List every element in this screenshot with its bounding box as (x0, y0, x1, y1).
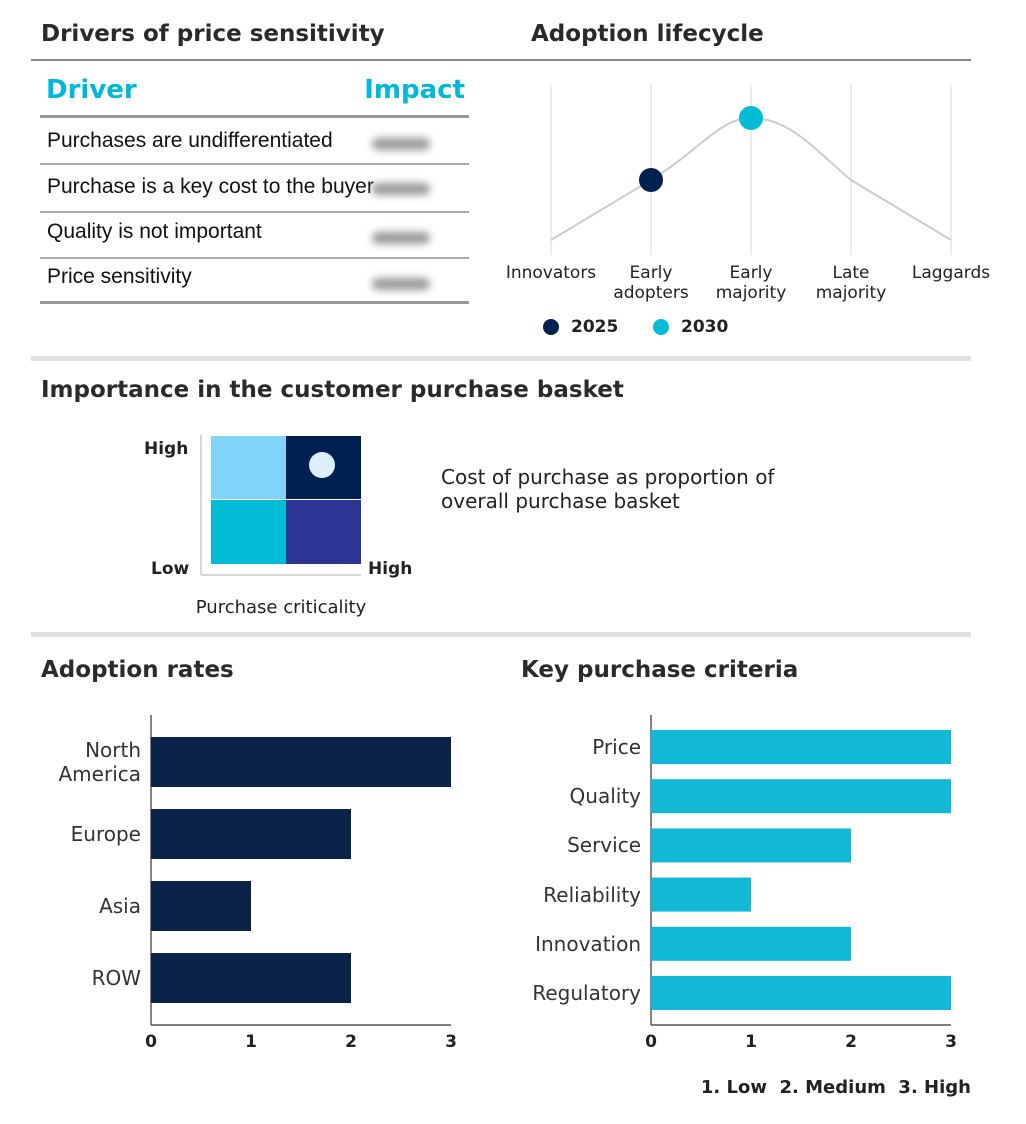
table-row: Purchases are undifferentiated (47, 129, 333, 152)
category-label: Reliability (441, 883, 641, 907)
stage-label: Early adopters (591, 263, 711, 303)
cell-high-low (286, 500, 361, 564)
category-label-line: Price (592, 735, 641, 759)
category-label-line: Regulatory (532, 981, 641, 1005)
category-label: Europe (0, 822, 141, 846)
stage-label: Innovators (491, 263, 611, 283)
category-label-line: Quality (569, 784, 641, 809)
y-high-label: High (144, 439, 189, 459)
bar-regulatory (651, 976, 951, 1010)
marker-2030 (739, 106, 763, 130)
stage-label-line: adopters (613, 283, 689, 303)
marker-2025 (639, 168, 663, 192)
header-divider (31, 59, 971, 61)
category-label-line: ROW (91, 966, 141, 990)
bar-row (151, 953, 351, 1003)
drivers-title: Drivers of price sensitivity (41, 21, 385, 47)
cell-low-low (211, 500, 286, 564)
description-line: Cost of purchase as proportion of (441, 465, 775, 489)
stage-label-line: majority (715, 283, 787, 303)
stage-label-line: Innovators (505, 263, 597, 283)
x-tick-label: 1 (245, 1032, 257, 1052)
category-label: Asia (0, 894, 141, 918)
bar-service (651, 828, 851, 863)
impact-value-blurred (372, 138, 430, 150)
stage-label-line: Late (832, 263, 870, 283)
legend-2025: 2025 (571, 317, 619, 337)
x-tick-label: 2 (845, 1032, 857, 1052)
category-label: ROW (0, 966, 141, 990)
bar-asia (151, 881, 251, 931)
category-label: Regulatory (441, 981, 641, 1005)
x-tick-label: 0 (645, 1032, 657, 1052)
table-row: Price sensitivity (47, 265, 192, 288)
bar-innovation (651, 926, 851, 961)
legend-2030: 2030 (681, 317, 729, 337)
section-divider (31, 632, 971, 637)
description-line: overall purchase basket (441, 489, 680, 513)
adoption-rates-title: Adoption rates (41, 657, 234, 683)
impact-header: Impact (364, 75, 465, 105)
bar-quality (651, 779, 951, 814)
table-row: Purchase is a key cost to the buyer (47, 175, 374, 198)
category-label: Innovation (441, 932, 641, 956)
lifecycle-title: Adoption lifecycle (531, 21, 764, 47)
impact-value-blurred (372, 278, 430, 290)
basket-title: Importance in the customer purchase bask… (41, 377, 624, 403)
kpc-title: Key purchase criteria (521, 657, 799, 683)
bar-europe (151, 809, 351, 859)
x-tick-label: 3 (445, 1032, 457, 1052)
bar-price (651, 730, 951, 764)
category-label: Price (441, 735, 641, 759)
category-label-line: America (58, 762, 142, 786)
x-tick-label: 3 (945, 1032, 957, 1052)
category-label: Service (441, 833, 641, 857)
stage-label-line: majority (815, 283, 887, 303)
stage-label-line: Laggards (911, 263, 991, 283)
y-low-label: Low (151, 559, 190, 579)
category-label-line: Service (567, 833, 641, 858)
category-label: Quality (441, 784, 641, 808)
x-tick-label: 2 (345, 1032, 357, 1052)
scale-legend: 1. Low 2. Medium 3. High (700, 1077, 971, 1098)
category-label: North America (0, 738, 142, 786)
category-label-line: Europe (70, 822, 141, 846)
stage-label: Laggards (891, 263, 1011, 283)
x-high-label: High (368, 559, 413, 579)
table-row: Quality is not important (47, 220, 262, 243)
cell-low-high (211, 436, 286, 499)
x-tick-label: 1 (745, 1032, 757, 1052)
legend-dot-2030 (653, 319, 669, 335)
x-axis-label: Purchase criticality (195, 597, 367, 618)
legend-dot-2025 (543, 319, 559, 335)
stage-label-line: Early (629, 263, 673, 283)
category-label-line: Reliability (543, 882, 641, 907)
bar-reliability (651, 877, 751, 912)
stage-label: Early majority (691, 263, 811, 303)
category-label-line: Innovation (535, 931, 641, 956)
impact-value-blurred (372, 183, 430, 195)
impact-value-blurred (372, 232, 430, 244)
category-label-line: North (85, 738, 141, 762)
section-divider (31, 356, 971, 361)
position-marker (309, 452, 335, 478)
stage-label-line: Early (729, 263, 773, 283)
driver-header: Driver (46, 75, 137, 105)
category-label-line: Asia (99, 894, 141, 918)
x-tick-label: 0 (145, 1032, 157, 1052)
bar-north-america (151, 737, 451, 787)
stage-label: Late majority (791, 263, 911, 303)
basket-description: Cost of purchase as proportion of overal… (441, 465, 774, 513)
